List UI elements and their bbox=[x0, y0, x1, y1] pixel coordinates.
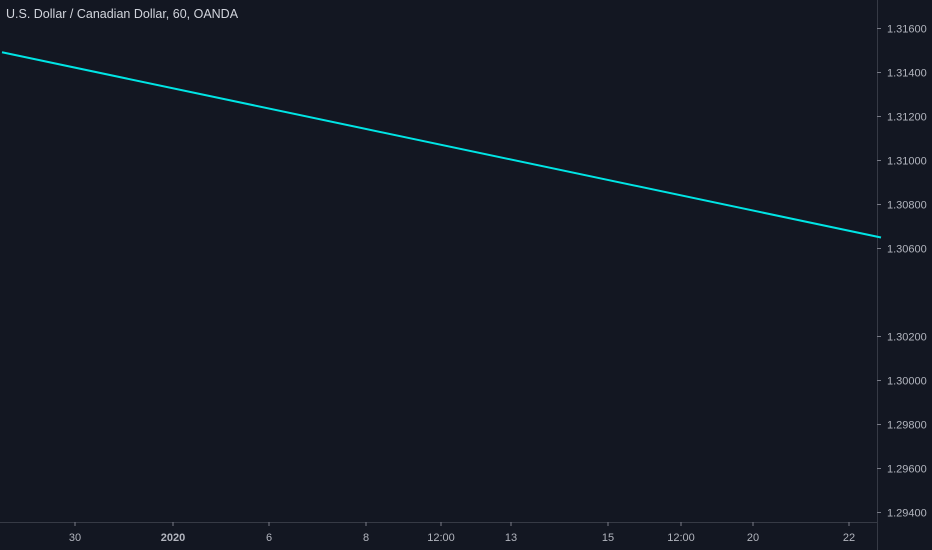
price-tick-label: 1.31600 bbox=[887, 24, 927, 36]
time-tick-label: 13 bbox=[505, 532, 517, 544]
price-tick-label: 1.29600 bbox=[887, 464, 927, 476]
time-tick-label: 2020 bbox=[161, 532, 185, 544]
price-tick-label: 1.31200 bbox=[887, 112, 927, 124]
price-tick-label: 1.31400 bbox=[887, 68, 927, 80]
price-tick-label: 1.29400 bbox=[887, 508, 927, 520]
time-tick-label: 8 bbox=[363, 532, 369, 544]
price-tick-label: 1.31000 bbox=[887, 156, 927, 168]
price-tick-label: 1.29800 bbox=[887, 420, 927, 432]
price-tick-label: 1.30200 bbox=[887, 332, 927, 344]
time-tick-label: 30 bbox=[69, 532, 81, 544]
time-tick-label: 12:00 bbox=[667, 532, 695, 544]
time-tick-label: 20 bbox=[747, 532, 759, 544]
time-tick-label: 22 bbox=[843, 532, 855, 544]
time-tick-label: 15 bbox=[602, 532, 614, 544]
price-tick-label: 1.30000 bbox=[887, 376, 927, 388]
price-tick-label: 1.30600 bbox=[887, 244, 927, 256]
time-tick-label: 12:00 bbox=[427, 532, 455, 544]
price-tick-label: 1.30800 bbox=[887, 200, 927, 212]
chart-title: U.S. Dollar / Canadian Dollar, 60, OANDA bbox=[6, 7, 239, 21]
time-tick-label: 6 bbox=[266, 532, 272, 544]
support-trendline[interactable] bbox=[1, 51, 882, 239]
